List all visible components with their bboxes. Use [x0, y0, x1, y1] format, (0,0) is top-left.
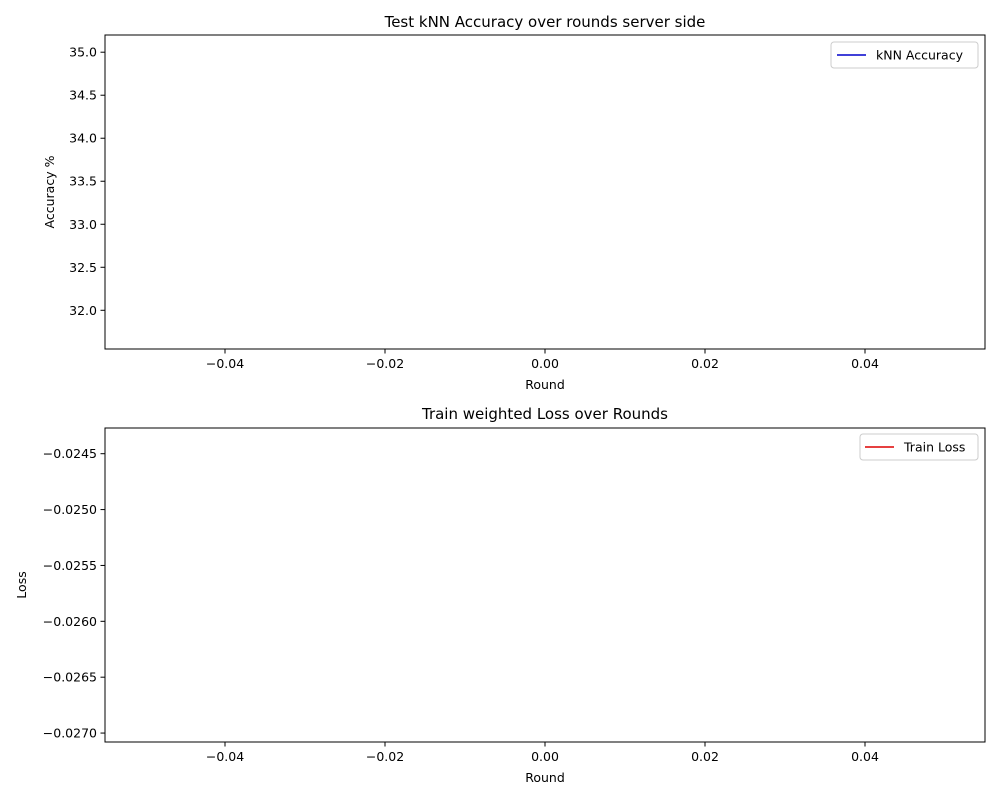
- legend-box: [859, 433, 979, 461]
- y-tick-label: 33.0: [69, 217, 97, 232]
- chart-title: Test kNN Accuracy over rounds server sid…: [384, 13, 706, 31]
- x-axis-ticks: −0.04 −0.02 0.00 0.02 0.04: [206, 349, 879, 371]
- accuracy-chart: Test kNN Accuracy over rounds server sid…: [42, 13, 986, 392]
- chart-title: Train weighted Loss over Rounds: [421, 405, 668, 423]
- y-tick-label: −0.0250: [43, 502, 97, 517]
- y-tick-label: −0.0260: [43, 614, 97, 629]
- x-axis-label: Round: [525, 770, 565, 785]
- y-tick-label: 32.5: [69, 260, 97, 275]
- y-axis-label: Loss: [14, 571, 29, 598]
- y-tick-label: −0.0270: [43, 726, 97, 741]
- x-tick-label: −0.02: [366, 749, 404, 764]
- x-tick-label: 0.04: [851, 749, 879, 764]
- loss-chart: Train weighted Loss over Rounds Round Lo…: [14, 405, 986, 785]
- x-axis-ticks: −0.04 −0.02 0.00 0.02 0.04: [206, 742, 879, 764]
- y-tick-label: −0.0255: [43, 558, 97, 573]
- x-tick-label: 0.02: [691, 356, 719, 371]
- y-tick-label: 32.0: [69, 303, 97, 318]
- legend-box: [830, 41, 979, 69]
- plot-area-frame: [104, 427, 986, 743]
- y-tick-label: 35.0: [69, 45, 97, 60]
- x-tick-label: −0.02: [366, 356, 404, 371]
- y-tick-label: −0.0245: [43, 446, 97, 461]
- y-axis-ticks: 32.0 32.5 33.0 33.5 34.0 34.5 35.0: [69, 45, 105, 318]
- x-tick-label: −0.04: [206, 749, 244, 764]
- y-tick-label: 33.5: [69, 174, 97, 189]
- y-tick-label: 34.5: [69, 88, 97, 103]
- x-tick-label: 0.00: [531, 356, 559, 371]
- legend-label-knn-accuracy: kNN Accuracy: [876, 48, 964, 63]
- y-tick-label: 34.0: [69, 131, 97, 146]
- y-tick-label: −0.0265: [43, 670, 97, 685]
- plot-area-frame: [104, 34, 986, 350]
- y-axis-label: Accuracy %: [42, 155, 57, 228]
- legend: kNN Accuracy: [830, 41, 979, 69]
- x-tick-label: −0.04: [206, 356, 244, 371]
- x-tick-label: 0.00: [531, 749, 559, 764]
- x-tick-label: 0.02: [691, 749, 719, 764]
- legend: Train Loss: [859, 433, 979, 461]
- y-axis-ticks: −0.0245 −0.0250 −0.0255 −0.0260 −0.0265 −0.02…: [43, 446, 105, 741]
- legend-label-train-loss: Train Loss: [903, 440, 965, 455]
- x-axis-label: Round: [525, 377, 565, 392]
- x-tick-label: 0.04: [851, 356, 879, 371]
